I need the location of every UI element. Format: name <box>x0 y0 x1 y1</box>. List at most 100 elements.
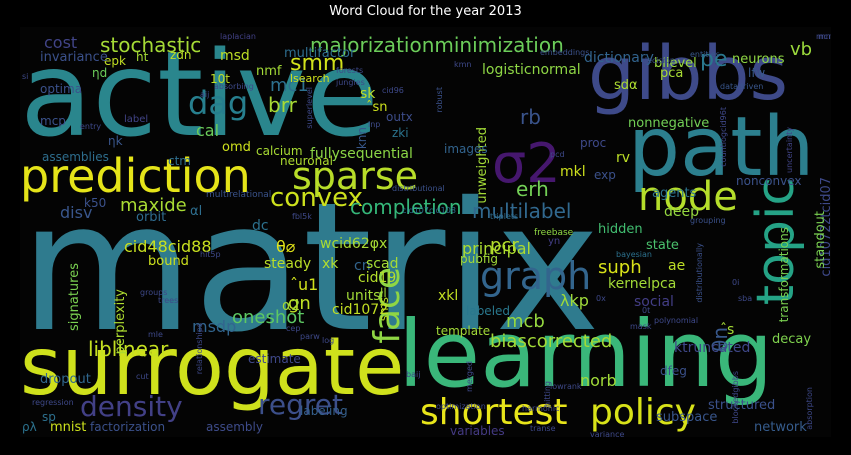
word-gibbs: gibbs <box>588 31 789 117</box>
word-hit5p: hit5p <box>200 250 221 259</box>
word-mcm: mcm <box>816 32 831 41</box>
word-fullysequential: fullysequential <box>310 146 413 162</box>
word-pubfig: pubfig <box>460 252 499 266</box>
word-ll: ll <box>380 286 387 300</box>
word-relationships: relationships <box>195 323 204 375</box>
word-topic: topic <box>746 177 806 306</box>
word-mn: mn <box>818 32 831 41</box>
word-neuronal: neuronal <box>280 154 333 168</box>
word-template: template <box>436 324 491 338</box>
word-brr: brr <box>268 93 297 117</box>
word-orbit: orbit <box>136 210 167 225</box>
word-cost: cost <box>44 33 78 52</box>
word-cut: cut <box>136 372 149 381</box>
word-kmn: kmn <box>454 60 472 69</box>
word-fbl5k: fbl5k <box>292 212 312 221</box>
chart-title: Word Cloud for the year 2013 <box>329 4 522 19</box>
word-uncertainty: uncertainty <box>785 127 794 173</box>
word-grouping: grouping <box>690 216 726 225</box>
word-knn: knn <box>355 127 369 150</box>
word-trees: trees <box>158 296 179 305</box>
word-labeling: labeling <box>300 404 348 418</box>
word-mle: mle <box>148 330 163 339</box>
word-signatures: signatures <box>67 263 82 332</box>
word-agents: agents <box>652 186 697 201</box>
word-robust: robust <box>435 87 444 113</box>
word-cn: cn <box>354 258 371 274</box>
word-0i: 0i <box>732 278 740 287</box>
word-cid96: cid96 <box>382 86 404 95</box>
word-cid48cid88: cid48cid88 <box>124 237 212 256</box>
word-triplets: triplets <box>490 212 519 221</box>
word-xk: xk <box>322 256 339 272</box>
word-bound: bound <box>148 254 189 269</box>
word-ht: ht <box>136 50 149 64</box>
word-entry: entry <box>80 122 102 131</box>
word-majorizationminimization: majorizationminimization <box>310 33 564 57</box>
word-baij: baij <box>406 370 421 379</box>
word-images: images <box>444 142 488 156</box>
word-perplexity: perplexity <box>113 289 128 355</box>
word-wcid62-x: wcid62φx <box>320 236 388 252</box>
word-ae: ae <box>668 258 686 274</box>
word-blockedgibbs: blockedgibbs <box>731 371 740 424</box>
word-mcb: mcb <box>506 311 545 332</box>
word-distributionally: distributionally <box>695 243 704 303</box>
word-absorption: absorption <box>805 387 814 430</box>
word-multirelational: multirelational <box>206 190 272 200</box>
word-node: node <box>638 174 738 220</box>
word-path: path <box>628 100 815 195</box>
word-msdp: msdp <box>192 317 237 336</box>
word-optima: optima <box>40 82 83 96</box>
word-nonconvex: nonconvex <box>736 174 802 188</box>
word-entities: entities <box>690 50 720 59</box>
word-cloud: matrix active learning surrogate path gibbs pr… <box>20 27 831 437</box>
word-proc: proc <box>580 136 607 150</box>
word-countlogcid96t: countlogcid96t <box>719 107 728 167</box>
word-parw: parw <box>300 332 320 341</box>
word-units: units <box>346 288 381 304</box>
word-regression: regression <box>32 398 74 407</box>
word-aij: aij <box>200 90 210 99</box>
word-disv: disv <box>60 203 93 222</box>
word-logisticnormal: logisticnormal <box>482 62 581 78</box>
word-epk: epk <box>104 54 126 68</box>
word-dag: dag <box>188 84 249 122</box>
word-variance: variance <box>590 430 625 438</box>
word-subspace: subspace <box>656 410 718 425</box>
word-unweighted: unweighted <box>475 127 490 204</box>
word-multilabel: multilabel <box>472 199 572 223</box>
word-standout: standout <box>813 211 828 269</box>
word-kp: λkp <box>560 291 589 310</box>
word-omd: omd <box>222 140 251 155</box>
word-cid1072: cid1072 <box>332 302 389 318</box>
word-decision: decision <box>642 56 675 65</box>
word-smm: smm <box>290 51 345 76</box>
word-cid107cid108: cid107cid108 <box>402 206 456 215</box>
word-hitting: hitting <box>543 381 552 407</box>
word-transe: transe <box>530 424 556 433</box>
word-deep: deep <box>664 204 699 220</box>
word-distributional: distributional <box>392 184 445 193</box>
word-groups: groups <box>140 288 168 297</box>
word-jungles: jungles <box>336 78 365 87</box>
word-sp: sp <box>42 410 56 424</box>
word-social: social <box>634 294 674 310</box>
word-d: ηd <box>92 66 108 80</box>
word-exp: exp <box>594 168 616 182</box>
word-sd: sdα <box>614 78 638 93</box>
word-network: network <box>754 420 807 435</box>
word-si: si <box>22 72 29 81</box>
word-prediction: prediction <box>20 149 251 203</box>
word-assembly: assembly <box>206 420 263 434</box>
word-mcp: mcp <box>40 114 66 128</box>
word-absorbing: absorbing <box>214 82 254 91</box>
word-vb: vb <box>790 39 813 60</box>
word-rb: rb <box>520 105 541 129</box>
word-forests: forests <box>336 66 364 75</box>
word-ktruncated: ktruncated <box>674 340 751 356</box>
word-superlevel: superlevel <box>305 87 314 129</box>
word-steady: steady <box>264 256 312 272</box>
word-symbol: ρλ <box>22 420 37 434</box>
word-2: α2 <box>282 298 301 314</box>
